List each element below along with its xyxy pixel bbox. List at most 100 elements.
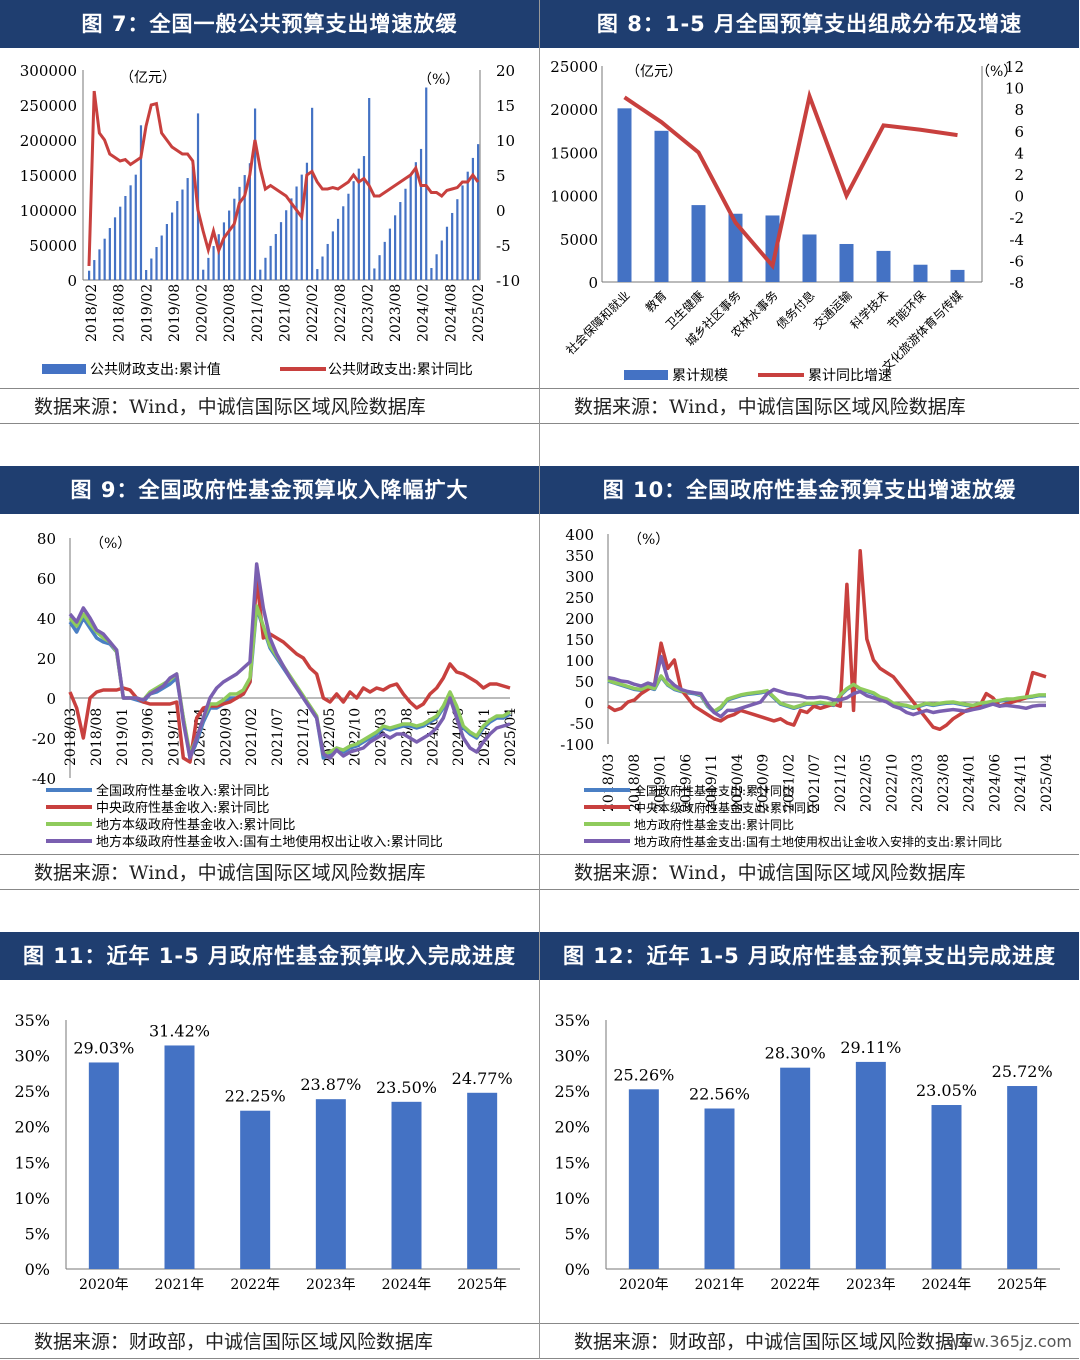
fig8-bar (913, 264, 928, 282)
fig10-y-tick: 200 (565, 610, 594, 628)
fig7-bar (222, 222, 226, 280)
fig7-bar (316, 269, 319, 280)
fig7-bar (170, 212, 174, 280)
fig7-bar (228, 210, 231, 280)
fig7-x-tick: 2023/08 (388, 284, 404, 342)
fig7-left-tick: 50000 (29, 237, 77, 255)
fig7-bar (93, 260, 96, 280)
fig8-legend-line-label: 累计同比增速 (808, 368, 892, 384)
fig8-right-tick: 4 (1014, 144, 1024, 162)
fig8-title: 图 8：1-5 月全国预算支出组成分布及增速 (540, 0, 1079, 48)
fig8-bar (728, 213, 743, 282)
fig9-series-line-4 (68, 562, 511, 760)
fig12-data-label: 29.11% (840, 1038, 901, 1057)
fig7-bar (321, 256, 324, 280)
fig10-x-tick: 2021/07 (807, 754, 823, 812)
fig7-bar (311, 107, 314, 280)
fig7-bar (305, 162, 309, 280)
fig7-bar (425, 87, 428, 280)
fig12-y-tick: 0% (565, 1260, 590, 1279)
fig7-bar (399, 202, 402, 280)
fig8-right-tick: 12 (1005, 58, 1024, 76)
fig11-data-label: 31.42% (149, 1021, 210, 1040)
fig7-right-tick: 10 (496, 132, 515, 150)
fig8-left-unit: （亿元） (626, 64, 682, 80)
fig12-y-tick: 35% (554, 1011, 590, 1030)
fig7-x-tick: 2022/08 (333, 284, 349, 342)
fig7-bar (347, 193, 350, 280)
fig10-x-tick: 2021/02 (781, 754, 797, 812)
fig7-right-tick: -5 (496, 237, 511, 255)
fig10-y-tick: 150 (565, 631, 594, 649)
fig10-legend-label-1: 全国政府性基金支出:累计同比 (634, 783, 794, 798)
fig12-bar (780, 1067, 811, 1269)
fig7-x-tick: 2019/02 (139, 284, 155, 342)
fig7-left-tick: 200000 (20, 132, 77, 150)
column-divider (539, 0, 540, 1359)
fig7-bar (456, 199, 459, 280)
fig7-bar (451, 212, 454, 280)
fig7-x-tick: 2020/08 (222, 284, 238, 342)
fig8-bar (802, 234, 817, 282)
fig7-title: 图 7：全国一般公共预算支出增速放缓 (0, 0, 539, 48)
fig12-data-label: 25.26% (613, 1065, 674, 1084)
fig7-legend-bar-label: 公共财政支出:累计值 (90, 362, 221, 378)
fig11-bar (164, 1045, 195, 1269)
fig10-y-tick: 0 (584, 694, 594, 712)
fig7-right-tick: 0 (496, 202, 506, 220)
fig9-x-tick: 2019/01 (115, 708, 131, 766)
fig11-title: 图 11：近年 1-5 月政府性基金预算收入完成进度 (0, 932, 539, 980)
fig7-bar (176, 201, 179, 280)
fig9-y-tick: 40 (37, 610, 56, 628)
fig7-bar (98, 249, 101, 280)
fig10-legend-label-4: 地方政府性基金支出:国有土地使用权出让金收入安排的支出:累计同比 (634, 834, 1002, 849)
fig10-x-tick: 2020/04 (730, 754, 746, 812)
fig12-y-tick: 25% (554, 1082, 590, 1101)
fig11-y-tick: 30% (14, 1047, 50, 1066)
fig9-y-tick: 0 (46, 690, 56, 708)
fig7-bar (445, 226, 449, 280)
fig8-left-tick: 10000 (550, 188, 598, 206)
fig9-y-tick: -20 (32, 730, 56, 748)
fig11-chart: 0% 5% 10% 15% 20% 25% 30% 35% 29.03% 2020年 31.42% 2… (14, 1011, 520, 1293)
fig8-growth-line (623, 89, 958, 271)
panel-fig11: 图 11：近年 1-5 月政府性基金预算收入完成进度 0% 5% 10% 15% 20%… (0, 932, 539, 1359)
fig7-bar (233, 198, 236, 280)
fig12-y-tick: 30% (554, 1047, 590, 1066)
fig8-category-label: 科学技术 (847, 288, 892, 333)
fig9-y-tick: 20 (37, 650, 56, 668)
fig7-bar (207, 257, 210, 280)
fig10-x-tick: 2018/03 (601, 754, 617, 812)
fig8-left-tick: 25000 (550, 58, 598, 76)
panel-fig7: 图 7：全国一般公共预算支出增速放缓 0 50000 100000 150000 200… (0, 0, 539, 425)
fig12-category-label: 2021年 (695, 1277, 745, 1293)
fig7-bar (430, 268, 433, 280)
fig10-legend-label-2: 中央本级政府性基金支出:累计同比 (634, 800, 818, 815)
fig11-category-label: 2021年 (155, 1277, 205, 1293)
fig10-x-tick: 2022/10 (884, 754, 900, 812)
fig9-legend-label-1: 全国政府性基金收入:累计同比 (96, 783, 269, 799)
fig8-left-tick: 15000 (550, 144, 598, 162)
fig7-bar (378, 255, 381, 280)
fig12-chart: 0% 5% 10% 15% 20% 25% 30% 35% 25.26% 2020年 22.56% 2… (554, 1011, 1060, 1293)
panel-fig9: 图 9：全国政府性基金预算收入降幅扩大 -40 -20 0 20 40 60 80 （%） 20… (0, 466, 539, 890)
fig9-legend-label-4: 地方本级政府性基金收入:国有土地使用权出让收入:累计同比 (96, 834, 443, 850)
fig7-right-tick: 5 (496, 167, 506, 185)
fig7-bar (440, 240, 443, 280)
fig7-bar (471, 157, 475, 280)
fig11-bar (240, 1110, 271, 1269)
fig9-x-tick: 2024/11 (477, 708, 493, 766)
fig8-bar (654, 130, 669, 282)
fig11-y-tick: 5% (25, 1224, 50, 1243)
fig7-left-tick: 100000 (20, 202, 77, 220)
fig11-data-label: 23.50% (376, 1078, 437, 1097)
fig7-bar (336, 218, 340, 280)
fig7-bar (124, 195, 127, 280)
fig9-x-tick: 2025/04 (503, 708, 519, 766)
fig7-x-tick: 2018/02 (84, 284, 100, 342)
fig9-y-tick: 80 (37, 530, 56, 548)
fig8-bar (691, 205, 706, 282)
fig9-x-tick: 2022/10 (348, 708, 364, 766)
fig8-category-label: 教育 (642, 288, 670, 316)
fig7-bar (150, 258, 153, 280)
